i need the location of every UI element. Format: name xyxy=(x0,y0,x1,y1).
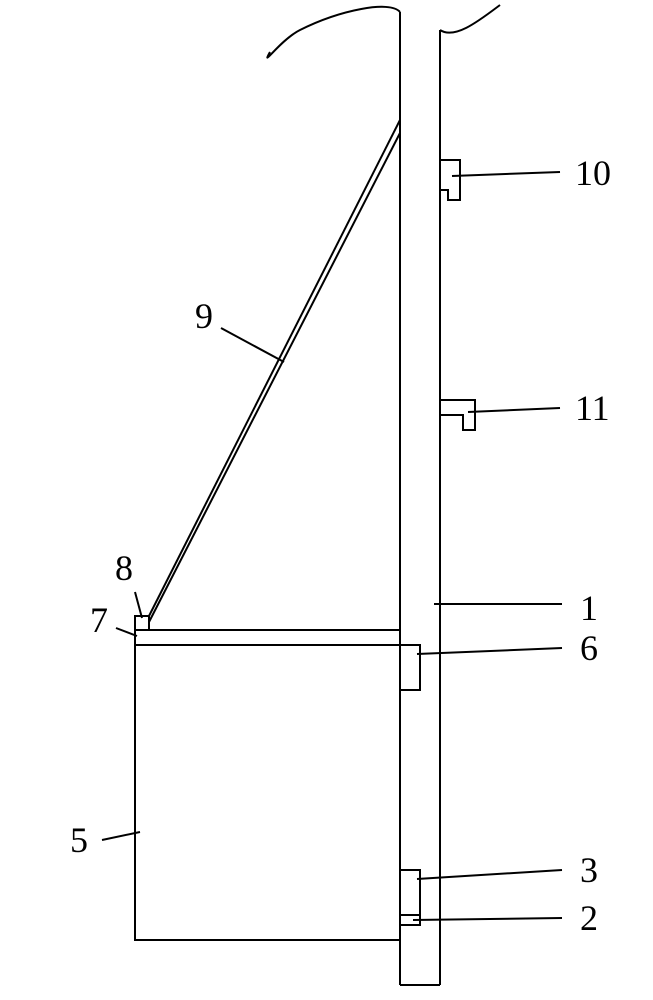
tab-10 xyxy=(440,160,460,200)
label-7: 7 xyxy=(90,600,108,640)
label-10: 10 xyxy=(575,153,611,193)
leader-lines xyxy=(102,172,562,920)
pillar-top-break-right xyxy=(440,5,500,33)
labels: 1 2 3 5 6 78 9 10 11 xyxy=(70,153,611,938)
leader-ld11 xyxy=(468,408,560,412)
leader-ld2 xyxy=(413,918,562,920)
leader-ld6 xyxy=(417,648,562,654)
label-9: 9 xyxy=(195,296,213,336)
label-5: 5 xyxy=(70,820,88,860)
leader-ld9 xyxy=(221,328,284,362)
label-3: 3 xyxy=(580,850,598,890)
label-11: 11 xyxy=(575,388,610,428)
label-6: 6 xyxy=(580,628,598,668)
leader-ld3 xyxy=(417,870,562,879)
bin-5 xyxy=(135,645,400,940)
strut-outer-9 xyxy=(149,120,400,616)
strut-inner-9 xyxy=(149,133,400,622)
leader-ld10 xyxy=(452,172,560,176)
hinge-8 xyxy=(135,616,149,630)
bracket-3 xyxy=(400,870,420,915)
label-1: 1 xyxy=(580,588,598,628)
bracket-6 xyxy=(400,645,420,690)
leader-ld7 xyxy=(116,628,137,636)
label-8: 8 xyxy=(115,548,133,588)
patent-figure: 1 2 3 5 6 78 9 10 11 xyxy=(0,0,653,1000)
tab-11 xyxy=(440,400,475,430)
lid-7 xyxy=(135,630,400,645)
leader-ld8 xyxy=(135,592,142,618)
label-2: 2 xyxy=(580,898,598,938)
pillar-top-break-left xyxy=(267,7,400,58)
